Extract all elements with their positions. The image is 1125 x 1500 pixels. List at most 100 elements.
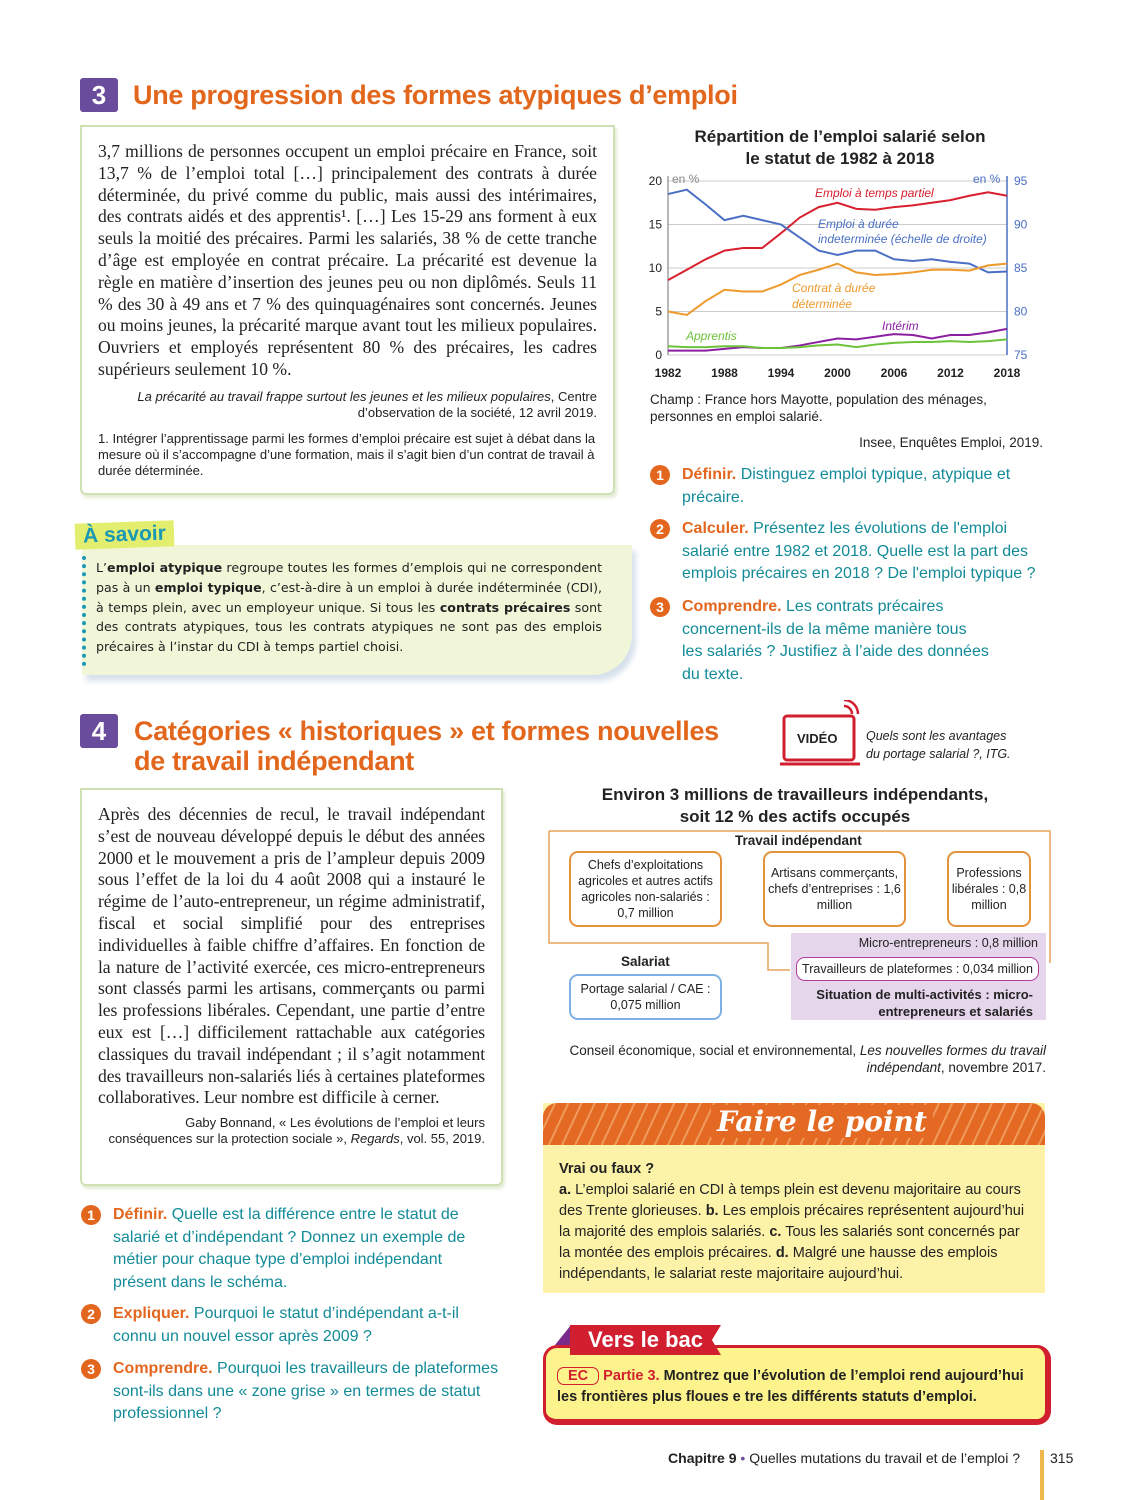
section-title: Une progression des formes atypiques d’e… bbox=[133, 80, 738, 110]
question-text: Les contrats précaires concernent-ils de… bbox=[682, 598, 989, 683]
question-1: 1 Définir. Quelle est la différence entre… bbox=[81, 1204, 481, 1294]
y2-tick-label: 75 bbox=[1014, 348, 1028, 362]
series-label: déterminée bbox=[792, 297, 852, 311]
y2-tick-label: 95 bbox=[1014, 174, 1028, 188]
section-number: 4 bbox=[80, 714, 118, 748]
question-number: 1 bbox=[81, 1205, 101, 1225]
question-label: Comprendre. bbox=[113, 1360, 213, 1377]
footer-bar bbox=[1040, 1450, 1044, 1500]
y2-tick-label: 80 bbox=[1014, 305, 1028, 319]
document-source: Gaby Bonnand, « Les évolutions de l’empl… bbox=[108, 1115, 485, 1147]
x-tick-label: 2000 bbox=[824, 366, 851, 380]
vers-le-bac-box bbox=[543, 1345, 1051, 1425]
footnote: 1. Intégrer l’apprentissage parmi les fo… bbox=[98, 430, 596, 478]
question-number: 2 bbox=[81, 1304, 101, 1324]
section-title-line1: Catégories « historiques » et formes nou… bbox=[134, 716, 719, 746]
question-text: Présentez les évolutions de l'emploi sal… bbox=[682, 520, 1036, 582]
series-label: Apprentis bbox=[685, 329, 737, 343]
question-2: 2 Expliquer. Pourquoi le statut d’indépen… bbox=[81, 1303, 501, 1348]
vers-le-bac-text: EC Partie 3. Montrez que l’évolution de l… bbox=[557, 1367, 1024, 1405]
document-text-box: Après des décennies de recul, le travail… bbox=[80, 788, 503, 1186]
series-label: Emploi à temps partiel bbox=[815, 186, 934, 200]
ec-tag: EC bbox=[557, 1367, 600, 1385]
video-caption: Quels sont les avantages du portage sala… bbox=[866, 729, 1011, 761]
box-liberales: Professions libérales : 0,8 million bbox=[947, 851, 1031, 927]
dotted-divider bbox=[82, 556, 86, 666]
section-title-line2: de travail indépendant bbox=[134, 746, 414, 776]
y-tick-label: 15 bbox=[649, 218, 663, 232]
chart-source: Insee, Enquêtes Emploi, 2019. bbox=[859, 435, 1043, 450]
y2-axis-unit: en % bbox=[973, 172, 1001, 186]
box-artisans: Artisans commerçants, chefs d’entreprise… bbox=[763, 851, 906, 927]
faire-le-point-heading: Vrai ou faux ? bbox=[559, 1161, 655, 1177]
diagram-frame bbox=[548, 830, 1051, 971]
source-rest: , Centre d’observation de la société, 12… bbox=[357, 388, 597, 420]
question-label: Comprendre. bbox=[682, 598, 782, 615]
series-line-emploi bbox=[667, 188, 1008, 274]
x-tick-label: 1982 bbox=[655, 366, 682, 380]
diagram-source: Conseil économique, social et environnem… bbox=[569, 1043, 1046, 1075]
page-number: 315 bbox=[1050, 1450, 1074, 1466]
question-2: 2 Calculer. Présentez les évolutions de l… bbox=[650, 518, 1040, 586]
x-tick-label: 2012 bbox=[937, 366, 964, 380]
series-line-apprentis bbox=[667, 338, 1008, 350]
question-text: Pourquoi le statut d’indépendant a-t-il … bbox=[113, 1305, 459, 1345]
ribbon-fold bbox=[555, 1325, 571, 1345]
faire-le-point-box: Faire le point Vrai ou faux ? a. L’emplo… bbox=[543, 1103, 1045, 1293]
question-3: 3 Comprendre. Pourquoi les travailleurs d… bbox=[81, 1358, 511, 1426]
y-tick-label: 5 bbox=[655, 305, 662, 319]
box-agriculteurs: Chefs d’exploitations agricoles et autre… bbox=[569, 851, 722, 927]
y-tick-label: 0 bbox=[655, 348, 662, 362]
y2-tick-label: 85 bbox=[1014, 261, 1028, 275]
independant-label: Travail indépendant bbox=[735, 833, 862, 848]
document-source: La précarité au travail frappe surtout l… bbox=[98, 389, 597, 421]
question-number: 3 bbox=[81, 1359, 101, 1379]
question-label: Calculer. bbox=[682, 520, 749, 537]
video-label: VIDÉO bbox=[797, 731, 838, 746]
series-label: Contrat à durée bbox=[792, 281, 876, 295]
footer-chapter: Chapitre 9 • Quelles mutations du travai… bbox=[668, 1450, 1020, 1466]
chart-caption: Champ : France hors Mayotte, population … bbox=[650, 392, 987, 424]
x-tick-label: 1994 bbox=[768, 366, 795, 380]
series-line-contrat bbox=[667, 262, 1008, 317]
section-number: 3 bbox=[80, 78, 118, 112]
box-portage: Portage salarial / CAE : 0,075 million bbox=[569, 974, 722, 1020]
question-text: Quelle est la différence entre le statut… bbox=[113, 1206, 466, 1291]
faire-le-point-banner: Faire le point bbox=[543, 1103, 1045, 1145]
savoir-box bbox=[82, 545, 632, 675]
series-line-intérim bbox=[668, 327, 1008, 352]
savoir-title: À savoir bbox=[74, 520, 175, 550]
faire-le-point-content: Vrai ou faux ? a. L’emploi salarié en CD… bbox=[559, 1161, 1025, 1282]
source-title: La précarité au travail frappe surtout l… bbox=[137, 388, 551, 404]
salariat-label: Salariat bbox=[621, 954, 670, 969]
x-tick-label: 1988 bbox=[711, 366, 738, 380]
document-text: Après des décennies de recul, le travail… bbox=[98, 804, 485, 1108]
question-text: Distinguez emploi typique, atypique et p… bbox=[682, 466, 1011, 506]
y-tick-label: 20 bbox=[649, 174, 663, 188]
box-plateformes: Travailleurs de plateformes : 0,034 mill… bbox=[796, 957, 1039, 981]
chart-title: Répartition de l’emploi salarié selon le… bbox=[694, 127, 986, 168]
question-label: Définir. bbox=[113, 1206, 168, 1223]
multi-activity-label: Situation de multi-activités : micro-ent… bbox=[816, 987, 1033, 1019]
question-3: 3 Comprendre. Les contrats précaires conc… bbox=[650, 596, 990, 686]
video-button[interactable]: VIDÉO bbox=[780, 698, 862, 770]
question-number: 3 bbox=[650, 597, 670, 617]
x-tick-label: 2006 bbox=[881, 366, 908, 380]
video-monitor-icon bbox=[780, 698, 860, 766]
question-text: Pourquoi les travailleurs de plateformes… bbox=[113, 1360, 499, 1422]
diagram-title: Environ 3 millions de travailleurs indép… bbox=[601, 785, 989, 826]
series-line-emploi bbox=[667, 191, 1008, 282]
question-label: Définir. bbox=[682, 466, 737, 483]
series-label: Emploi à durée bbox=[818, 217, 899, 231]
savoir-text: L’emploi atypique regroupe toutes les fo… bbox=[96, 560, 603, 655]
micro-entrepreneurs: Micro-entrepreneurs : 0,8 million bbox=[858, 936, 1038, 950]
line-chart: 0 75 5 80 10 85 15 90 20 95 en % en % 1982 1988 1994 20… bbox=[649, 172, 1028, 380]
question-number: 2 bbox=[650, 519, 670, 539]
document-text: 3,7 millions de personnes occupent un em… bbox=[98, 141, 597, 379]
question-label: Expliquer. bbox=[113, 1305, 190, 1322]
series-label: Intérim bbox=[882, 319, 919, 333]
x-tick-label: 2018 bbox=[994, 366, 1021, 380]
y2-tick-label: 90 bbox=[1014, 218, 1028, 232]
vers-le-bac-title: Vers le bac bbox=[570, 1325, 721, 1355]
question-1: 1 Définir. Distinguez emploi typique, aty… bbox=[650, 464, 1040, 509]
